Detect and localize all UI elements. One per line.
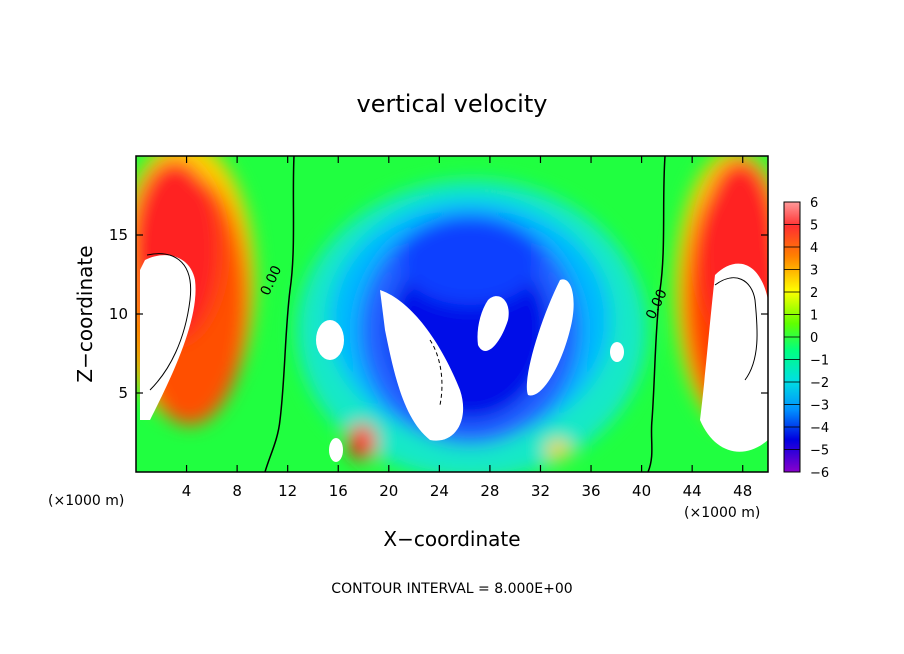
x-tick-label: 12 <box>278 482 297 500</box>
heatmap-field <box>136 156 768 472</box>
y-axis: 5 10 15 <box>109 226 768 402</box>
colorbar-label: −1 <box>810 354 829 369</box>
footer-note: CONTOUR INTERVAL = 8.000E+00 <box>331 581 572 597</box>
x-tick-label: 4 <box>182 482 192 500</box>
colorbar-label: −3 <box>810 399 829 414</box>
colorbar-label: −2 <box>810 376 829 391</box>
x-tick-label: 40 <box>632 482 651 500</box>
colorbar-label: −5 <box>810 444 829 459</box>
colorbar: 6 5 4 3 2 1 0 −1 −2 −3 −4 −5 −6 <box>783 196 829 481</box>
colorbar-label: 2 <box>810 286 818 301</box>
colorbar-label: 1 <box>810 309 818 324</box>
colorbar-ticks: 6 5 4 3 2 1 0 −1 −2 −3 −4 −5 −6 <box>784 196 829 481</box>
colorbar-label: 5 <box>810 219 818 234</box>
y-axis-label: Z−coordinate <box>73 245 97 382</box>
colorbar-label: 3 <box>810 264 818 279</box>
x-axis-label: X−coordinate <box>383 527 520 551</box>
x-unit-left: (×1000 m) <box>48 493 124 509</box>
x-tick-label: 44 <box>683 482 702 500</box>
colorbar-label: 0 <box>810 331 818 346</box>
x-tick-label: 32 <box>531 482 550 500</box>
y-tick-label: 15 <box>109 226 128 244</box>
x-axis: 4 8 12 16 20 24 28 32 36 40 44 48 <box>182 156 752 500</box>
x-tick-label: 36 <box>581 482 600 500</box>
y-tick-label: 10 <box>109 305 128 323</box>
colorbar-label: 6 <box>810 196 818 211</box>
x-tick-label: 16 <box>329 482 348 500</box>
colorbar-label: −4 <box>810 421 829 436</box>
colorbar-label: −6 <box>810 466 829 481</box>
x-unit-right: (×1000 m) <box>684 505 760 521</box>
y-tick-label: 5 <box>118 384 128 402</box>
colorbar-label: 4 <box>810 241 818 256</box>
chart-title: vertical velocity <box>357 90 548 118</box>
x-tick-label: 24 <box>430 482 449 500</box>
x-tick-label: 8 <box>232 482 242 500</box>
x-tick-label: 20 <box>379 482 398 500</box>
x-tick-label: 48 <box>733 482 752 500</box>
x-tick-label: 28 <box>480 482 499 500</box>
